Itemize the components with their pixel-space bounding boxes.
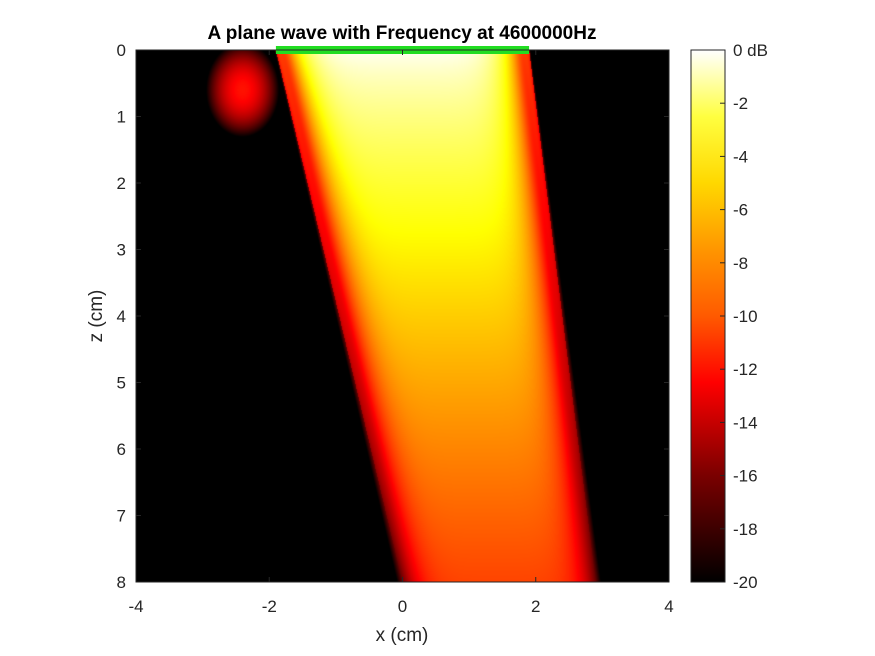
colorbar-tick-label: -14 (733, 413, 758, 432)
colorbar-tick-label: 0 dB (733, 41, 768, 60)
x-tick-label: 0 (398, 597, 407, 616)
y-tick-label: 3 (117, 241, 126, 260)
colorbar-tick-label: -4 (733, 147, 748, 166)
y-tick-label: 0 (117, 41, 126, 60)
chart-title: A plane wave with Frequency at 4600000Hz (208, 23, 597, 44)
x-tick-label: -2 (262, 597, 277, 616)
colorbar-tick-label: -6 (733, 201, 748, 220)
x-tick-label: -4 (128, 597, 143, 616)
y-tick-label: 7 (117, 507, 126, 526)
heatmap-image (136, 50, 669, 582)
y-tick-label: 2 (117, 174, 126, 193)
y-tick-label: 5 (117, 374, 126, 393)
colorbar-gradient (690, 49, 726, 583)
colorbar-tick-label: -8 (733, 254, 748, 273)
colorbar: 0 dB -2 -4 -6 -8 -10 -12 -14 -16 -18 -20 (690, 41, 768, 592)
x-tick-label: 4 (664, 597, 673, 616)
x-axis-label: x (cm) (376, 625, 429, 646)
y-tick-label: 4 (117, 307, 126, 326)
colorbar-tick-label: -16 (733, 467, 758, 486)
colorbar-ticks: 0 dB -2 -4 -6 -8 -10 -12 -14 -16 -18 -20 (720, 41, 768, 592)
plot-area (135, 46, 670, 583)
colorbar-tick-label: -2 (733, 94, 748, 113)
y-axis: 0 1 2 3 4 5 6 7 8 (117, 41, 669, 592)
y-axis-label: z (cm) (86, 290, 107, 343)
colorbar-tick-label: -12 (733, 360, 758, 379)
colorbar-tick-label: -20 (733, 573, 758, 592)
colorbar-tick-label: -10 (733, 307, 758, 326)
colorbar-tick-label: -18 (733, 520, 758, 539)
y-tick-label: 8 (117, 573, 126, 592)
y-tick-label: 6 (117, 440, 126, 459)
x-axis: -4 -2 0 2 4 (128, 50, 674, 616)
y-tick-label: 1 (117, 108, 126, 127)
x-tick-label: 2 (531, 597, 540, 616)
